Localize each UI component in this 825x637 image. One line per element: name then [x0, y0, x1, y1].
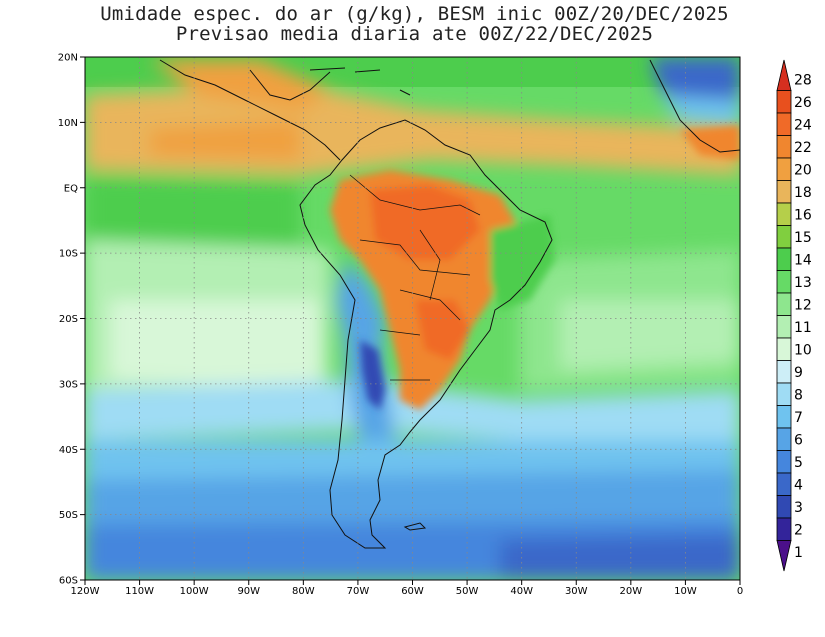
field-sahel [660, 95, 740, 125]
colorbar-label: 20 [794, 162, 812, 178]
colorbar-label: 12 [794, 297, 812, 313]
colorbar-label: 4 [794, 477, 803, 493]
colorbar-swatch [776, 292, 792, 316]
colorbar-swatch [776, 472, 792, 496]
colorbar-swatch [776, 495, 792, 519]
colorbar-label: 5 [794, 455, 803, 471]
field-itcz-core [150, 120, 300, 160]
colorbar-label: 16 [794, 207, 812, 223]
lon-labels: 120W 110W 100W 90W 80W 70W 60W 50W 40W 30W 20W 10W 0 [71, 586, 744, 597]
lon-label: 70W [347, 586, 370, 597]
field-amazon-core [370, 185, 480, 260]
lat-label: 30S [59, 379, 78, 390]
colorbar-swatch [776, 337, 792, 361]
field-chaco-core [415, 300, 470, 360]
colorbar-swatch [776, 225, 792, 249]
colorbar-swatch [776, 59, 792, 91]
colorbar-label: 22 [794, 140, 812, 156]
colorbar-label: 7 [794, 410, 803, 426]
coastline-africa [649, 59, 740, 153]
colorbar-swatch [776, 90, 792, 114]
lon-label: 30W [565, 586, 588, 597]
colorbar-swatch [776, 180, 792, 204]
colorbar-label: 24 [794, 117, 812, 133]
colorbar-swatch [776, 315, 792, 339]
colorbar-swatch [776, 112, 792, 136]
colorbar-swatch [776, 202, 792, 226]
field-subtropical-pale [110, 300, 320, 390]
colorbar-label: 10 [794, 342, 812, 358]
field-andes-core [360, 340, 385, 410]
lat-label: EQ [64, 183, 78, 194]
lon-label: 50W [456, 586, 479, 597]
colorbar-label: 2 [794, 522, 803, 538]
lon-label: 110W [125, 586, 154, 597]
colorbar-swatch [776, 382, 792, 406]
coastlines [159, 59, 740, 549]
colorbar-label: 6 [794, 432, 803, 448]
colorbar-label: 1 [794, 545, 803, 561]
colorbar-swatch [776, 405, 792, 429]
colorbar-label: 28 [794, 72, 812, 88]
chart-title-line2: Previsao media diaria ate 00Z/22/DEC/202… [175, 23, 654, 45]
lat-label: 60S [59, 576, 78, 587]
lon-label: 120W [71, 586, 100, 597]
field-tropical-ocean [85, 175, 300, 260]
lon-label: 40W [510, 586, 533, 597]
colorbar-label: 14 [794, 252, 812, 268]
lat-label: 20S [59, 314, 78, 325]
field-caribbean [150, 60, 330, 110]
colorbar-swatch [776, 540, 792, 572]
coastline-falklands [403, 522, 427, 531]
country-borders [349, 174, 481, 381]
field-sahara-dry [650, 57, 740, 105]
lat-label: 20N [58, 53, 78, 64]
coastline-caribbean-islands [309, 67, 411, 96]
colorbar-swatch [776, 157, 792, 181]
lon-label: 0 [737, 586, 743, 597]
colorbar-swatch [776, 450, 792, 474]
lon-label: 20W [620, 586, 643, 597]
coastline-south-america [299, 119, 553, 549]
lat-labels: 20N 10N EQ 10S 20S 30S 40S 50S 60S [58, 53, 78, 587]
lon-label: 90W [237, 586, 260, 597]
lon-label: 80W [292, 586, 315, 597]
lon-label: 10W [674, 586, 697, 597]
lon-label: 100W [180, 586, 209, 597]
colorbar-label: 3 [794, 500, 803, 516]
coastline-central-america [159, 59, 341, 161]
colorbar-label: 15 [794, 230, 812, 246]
field-south-atlantic-dark [500, 535, 740, 580]
colorbar-swatch [776, 360, 792, 384]
colorbar: 28 26 24 22 20 18 16 15 14 13 12 11 10 9 8 7 6 5 4 3 2 1 [776, 59, 812, 572]
field-atlantic-pale [560, 300, 740, 370]
colorbar-label: 18 [794, 185, 812, 201]
lon-label: 60W [401, 586, 424, 597]
field-northeast-brazil [490, 215, 555, 310]
colorbar-label: 9 [794, 365, 803, 381]
colorbar-label: 11 [794, 320, 812, 336]
colorbar-label: 8 [794, 387, 803, 403]
lat-label: 10N [58, 118, 78, 129]
humidity-field [85, 57, 740, 580]
colorbar-label: 26 [794, 95, 812, 111]
colorbar-swatch [776, 517, 792, 541]
field-cyan-band [85, 380, 740, 440]
coastline-gulf [249, 69, 331, 101]
lat-label: 40S [59, 445, 78, 456]
colorbar-swatch [776, 247, 792, 271]
chart-title-line1: Umidade espec. do ar (g/kg), BESM inic 0… [100, 3, 729, 25]
grid-lines [85, 57, 740, 580]
lat-label: 10S [59, 249, 78, 260]
colorbar-swatch [776, 427, 792, 451]
colorbar-swatch [776, 135, 792, 159]
lat-label: 50S [59, 510, 78, 521]
colorbar-label: 13 [794, 275, 812, 291]
axis-ticks [80, 56, 741, 585]
colorbar-swatch [776, 270, 792, 294]
